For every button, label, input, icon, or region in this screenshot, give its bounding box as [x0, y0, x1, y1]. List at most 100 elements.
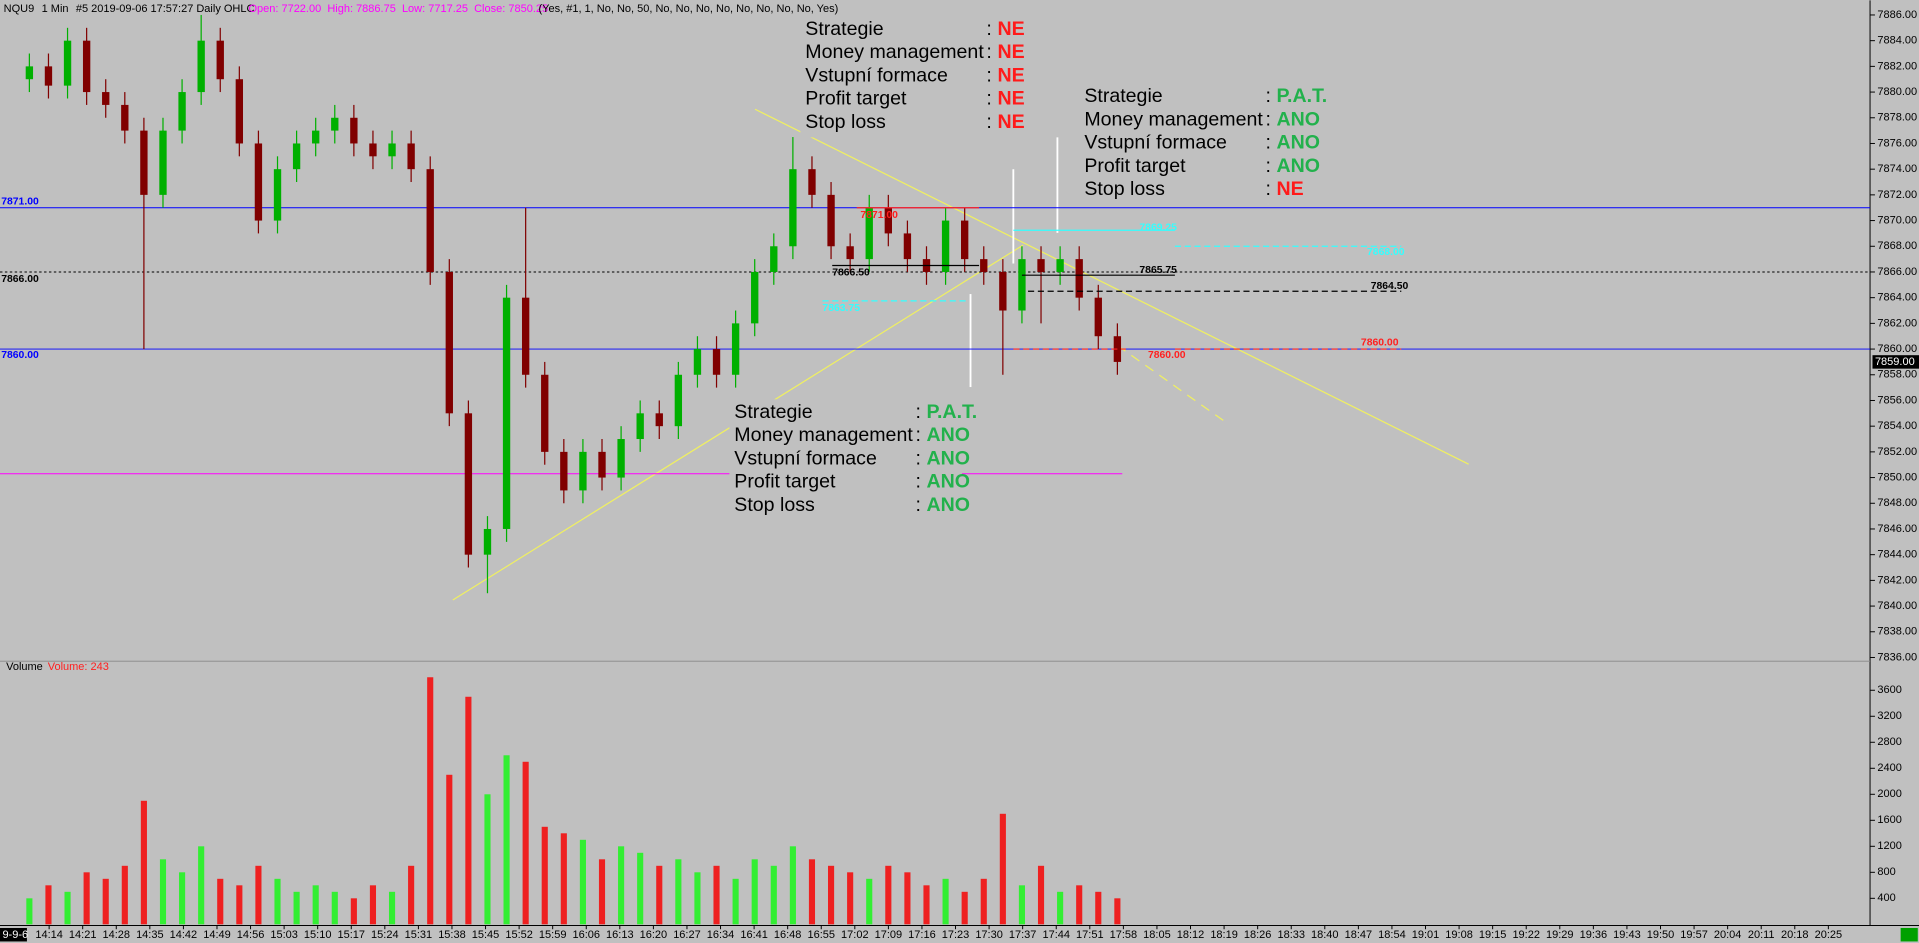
panel-row-value: ANO — [926, 494, 970, 516]
candle-body — [388, 143, 396, 157]
volume-bar — [465, 696, 472, 925]
volume-bar — [1076, 885, 1083, 925]
x-tick-label: 16:41 — [740, 929, 768, 941]
x-tick-label: 19:57 — [1680, 929, 1708, 941]
volume-bar — [828, 865, 835, 925]
volume-bar — [1057, 891, 1064, 925]
y2-tick-label: 800 — [1877, 866, 1895, 878]
symbol: NQU9 — [4, 3, 35, 15]
trend-line — [754, 108, 1469, 465]
volume-bar — [1037, 865, 1045, 925]
x-tick-label: 18:19 — [1210, 929, 1238, 941]
x-tick-label: 14:42 — [170, 929, 198, 941]
annotation-label: 7860.00 — [1148, 350, 1186, 361]
x-tick-label: 14:35 — [136, 929, 164, 941]
corner-box — [1900, 927, 1918, 942]
panel-colon: : — [1265, 155, 1270, 177]
y-tick-label: 7848.00 — [1877, 497, 1917, 509]
volume-bar — [961, 891, 968, 925]
y2-tick-label: 2000 — [1877, 788, 1901, 800]
annotation-label: 7864.50 — [1371, 281, 1409, 292]
candle-body — [560, 451, 568, 491]
panel-colon: : — [915, 424, 920, 446]
y-tick-label: 7856.00 — [1877, 394, 1917, 406]
y-tick-label: 7864.00 — [1877, 292, 1917, 304]
candle-body — [25, 66, 34, 80]
last-price-box — [1872, 355, 1919, 369]
panel-row-label: Stop loss — [734, 494, 815, 516]
volume-bar — [885, 865, 892, 925]
volume-bar — [26, 898, 33, 925]
x-tick-label: 15:10 — [304, 929, 332, 941]
candle-body — [121, 104, 129, 131]
volume-bar — [942, 878, 949, 925]
x-tick-label: 19:36 — [1580, 929, 1608, 941]
y2-tick-label: 3600 — [1877, 684, 1901, 696]
volume-bar — [255, 865, 262, 925]
volume-bar — [140, 800, 147, 925]
marker-lines — [969, 137, 1059, 388]
panel-row-value: NE — [997, 111, 1024, 133]
annotation-label: 7865.75 — [1139, 265, 1177, 276]
panel-row-label: Stop loss — [805, 111, 886, 133]
y-tick-label: 7886.00 — [1877, 9, 1917, 21]
y2-tick-label: 2800 — [1877, 736, 1901, 748]
date-label: 9-9-6 — [2, 929, 28, 941]
candle-body — [941, 220, 950, 272]
volume-bar — [369, 885, 377, 925]
volume-bar — [1018, 885, 1025, 925]
x-tick-label: 16:55 — [807, 929, 835, 941]
candle-body — [350, 117, 358, 144]
panel-row-value: NE — [997, 18, 1024, 40]
candle-body — [961, 220, 969, 260]
candle-body — [674, 374, 683, 427]
y2-tick-label: 400 — [1877, 892, 1895, 904]
panel-row-value: ANO — [926, 471, 970, 493]
volume-bar — [198, 846, 205, 925]
x-tick-label: 14:28 — [103, 929, 131, 941]
volume-bar — [541, 826, 548, 925]
header-ohlc: Open: 7722.00 High: 7886.75 Low: 7717.25… — [248, 3, 548, 15]
candle-body — [617, 439, 625, 478]
x-tick-label: 15:17 — [337, 929, 365, 941]
x-tick-label: 18:47 — [1345, 929, 1373, 941]
candle-body — [312, 130, 320, 144]
candle-body — [254, 143, 263, 221]
volume-bar — [1114, 898, 1121, 925]
volume-title: Volume — [6, 661, 43, 673]
candle-body — [770, 246, 778, 272]
volume-bar — [579, 839, 586, 925]
annotation-label: 7863.75 — [822, 303, 860, 314]
candle-body — [502, 297, 511, 529]
candle-body — [521, 297, 530, 375]
volume-bar — [293, 891, 300, 925]
panel-colon: : — [1265, 108, 1270, 130]
candle-body — [884, 207, 892, 234]
y-tick-label: 7870.00 — [1877, 214, 1917, 226]
panel-row-label: Stop loss — [1084, 178, 1165, 200]
y2-tick-label: 3200 — [1877, 710, 1901, 722]
panel-row-label: Vstupní formace — [805, 64, 948, 86]
x-tick-label: 15:03 — [270, 929, 298, 941]
level-label: 7866.00 — [1, 274, 39, 285]
header-params: (Yes, #1, 1, No, No, 50, No, No, No, No,… — [538, 3, 838, 15]
candle-body — [598, 451, 606, 478]
x-tick-label: 17:58 — [1110, 929, 1138, 941]
candle-body — [140, 130, 148, 195]
volume-bar — [274, 878, 281, 925]
x-tick-label: 19:50 — [1647, 929, 1675, 941]
y-tick-label: 7836.00 — [1877, 651, 1917, 663]
panel-row-value: NE — [997, 41, 1024, 63]
x-tick-label: 18:12 — [1177, 929, 1205, 941]
x-tick-label: 17:44 — [1042, 929, 1070, 941]
volume-bar — [694, 872, 701, 925]
panel-colon: : — [915, 447, 920, 469]
last-price-label: 7859.00 — [1875, 356, 1915, 368]
x-tick-label: 17:09 — [875, 929, 903, 941]
x-tick-label: 15:38 — [438, 929, 466, 941]
panel-colon: : — [1265, 85, 1270, 107]
candle-body — [216, 40, 224, 80]
y2-tick-label: 1200 — [1877, 840, 1901, 852]
volume-bar — [999, 813, 1006, 925]
panel-colon: : — [1265, 132, 1270, 154]
